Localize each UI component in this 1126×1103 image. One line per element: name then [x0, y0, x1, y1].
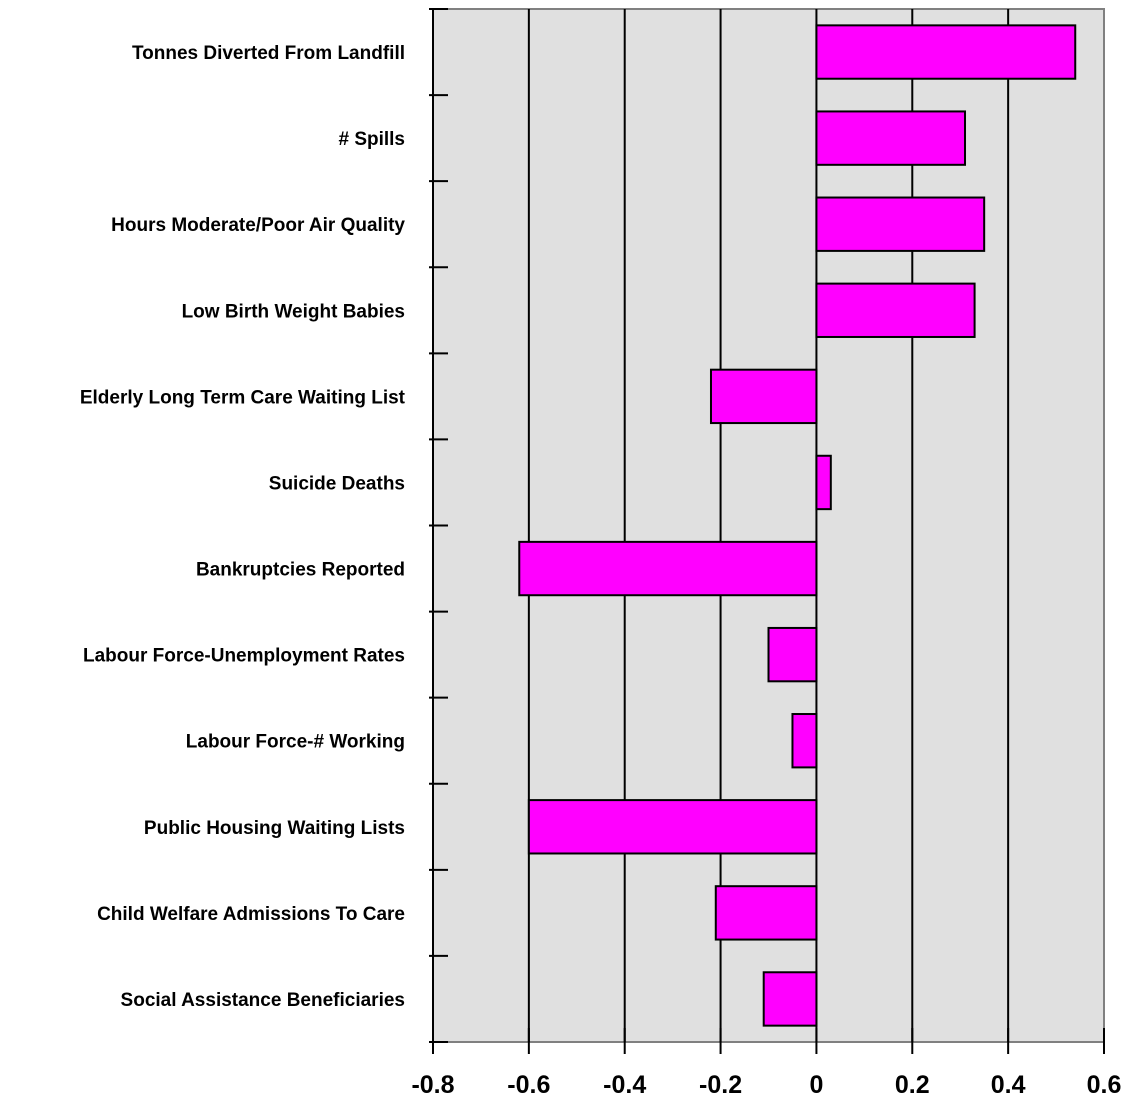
bar: [767, 626, 818, 683]
bar: [791, 713, 818, 769]
axes: [429, 8, 1105, 1054]
bar: [815, 110, 967, 166]
x-tick-label: -0.8: [411, 1071, 454, 1099]
bar: [815, 196, 986, 252]
x-tick-label: -0.6: [507, 1071, 550, 1099]
plot-background: [432, 8, 1105, 1043]
category-label: Labour Force-# Working: [186, 732, 405, 753]
gridlines: [527, 9, 1010, 1042]
category-label: Hours Moderate/Poor Air Quality: [111, 215, 405, 236]
bar: [762, 971, 818, 1027]
bar: [518, 540, 818, 597]
category-label: Child Welfare Admissions To Care: [97, 904, 405, 925]
x-tick-label: -0.4: [603, 1071, 646, 1099]
bar: [709, 368, 818, 425]
bar: [815, 454, 832, 511]
x-tick-labels: -0.8 -0.6 -0.4 -0.2 0 0.2 0.4 0.6: [411, 1071, 1121, 1099]
x-tick-label: -0.2: [699, 1071, 742, 1099]
x-tick-label: 0: [809, 1071, 823, 1099]
category-label: Public Housing Waiting Lists: [144, 818, 405, 839]
bar: [527, 799, 818, 855]
category-label: Elderly Long Term Care Waiting List: [80, 387, 406, 408]
category-label: Suicide Deaths: [269, 473, 405, 494]
category-label: Bankruptcies Reported: [196, 560, 405, 581]
bars: [518, 24, 1077, 1027]
x-tick-label: 0.6: [1087, 1071, 1122, 1099]
category-label: # Spills: [338, 129, 405, 150]
category-label: Social Assistance Beneficiaries: [121, 990, 405, 1011]
bar: [714, 885, 818, 941]
x-tick-label: 0.2: [895, 1071, 930, 1099]
x-tick-label: 0.4: [991, 1071, 1026, 1099]
category-label: Tonnes Diverted From Landfill: [132, 43, 405, 64]
category-label: Labour Force-Unemployment Rates: [83, 646, 405, 667]
bar: [815, 24, 1077, 80]
category-labels: Tonnes Diverted From Landfill # Spills Hou…: [80, 43, 406, 1011]
category-label: Low Birth Weight Babies: [182, 301, 405, 322]
bar: [815, 282, 976, 338]
